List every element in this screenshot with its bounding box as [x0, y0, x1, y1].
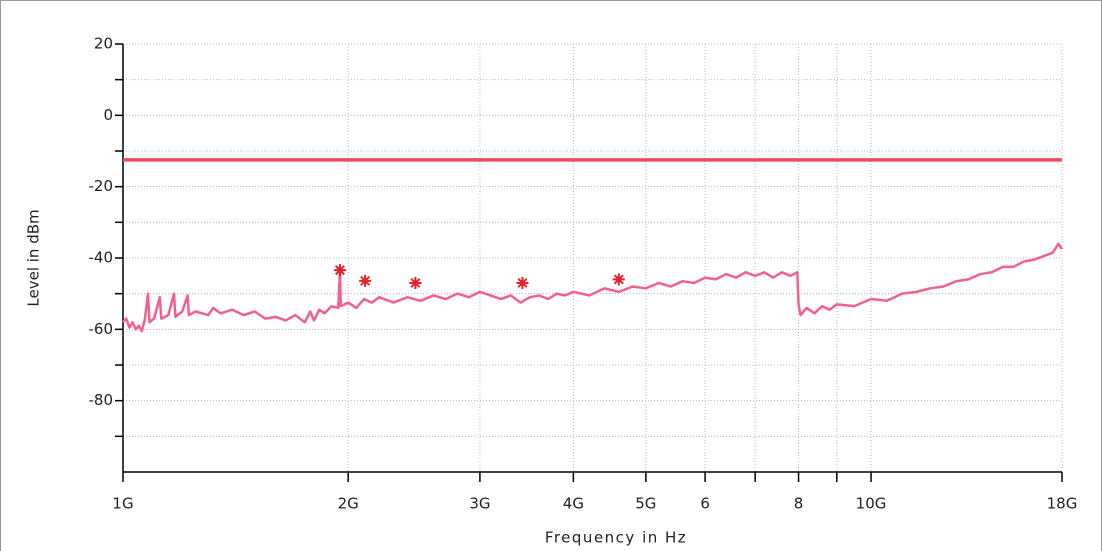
y-tick-label: 0 — [103, 106, 113, 124]
x-tick-label: 1G — [112, 495, 133, 513]
peak-marker — [359, 274, 372, 287]
y-tick-label: 20 — [94, 35, 113, 53]
x-tick-label: 18G — [1047, 495, 1078, 513]
y-tick-label: -40 — [89, 249, 114, 267]
y-tick-label: -20 — [89, 177, 114, 195]
peak-marker — [516, 276, 529, 289]
x-tick-label: 3G — [469, 495, 490, 513]
x-tick-label: 6 — [700, 495, 710, 513]
x-tick-label: 2G — [338, 495, 359, 513]
y-axis-label: Level in dBm — [25, 209, 43, 306]
y-tick-label: -60 — [89, 320, 114, 338]
peak-marker — [612, 273, 625, 286]
peak-marker — [333, 264, 346, 277]
x-tick-label: 5G — [635, 495, 656, 513]
x-tick-label: 4G — [563, 495, 584, 513]
peak-marker — [409, 276, 422, 289]
x-tick-label: 10G — [856, 495, 887, 513]
x-axis-label: Frequency in Hz — [545, 529, 687, 547]
trace-line — [122, 242, 1064, 333]
y-tick-label: -80 — [89, 391, 114, 409]
x-tick-label: 8 — [794, 495, 804, 513]
